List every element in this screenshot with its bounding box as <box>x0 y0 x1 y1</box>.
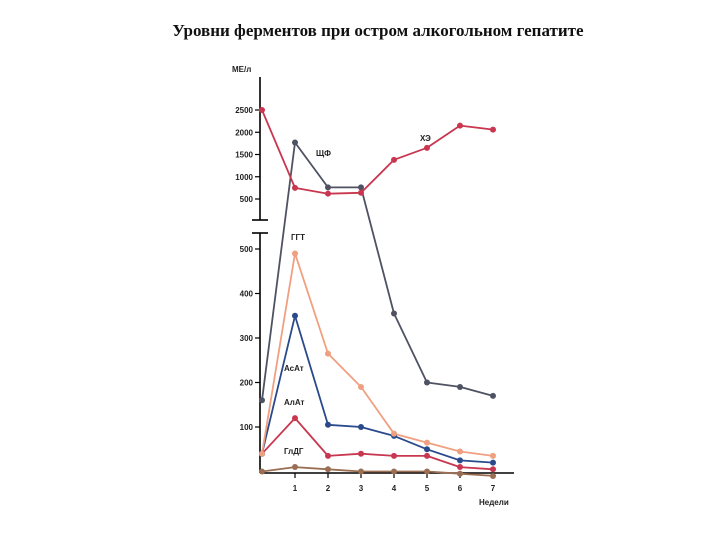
data-point-ГГТ <box>424 439 430 446</box>
x-tick-label: 1 <box>293 484 298 493</box>
data-point-ГГТ <box>457 448 463 455</box>
data-point-АлАт <box>457 464 463 471</box>
data-point-ГГТ <box>490 452 496 459</box>
data-point-ЩФ <box>358 184 364 191</box>
data-point-АлАт <box>424 452 430 459</box>
tick-labels: 500 1000 1500 2000 2500 100 200 300 400 500 1 2 3 4 5 6… <box>235 106 496 493</box>
data-point-ХЭ <box>358 189 364 196</box>
x-tick-label: 5 <box>425 484 430 493</box>
y-tick-label-lower: 400 <box>240 290 254 299</box>
data-point-АлАт <box>325 452 331 459</box>
data-point-АсАт <box>325 421 331 428</box>
y-tick-label-lower: 200 <box>240 379 254 388</box>
y-tick-label-upper: 2500 <box>235 106 253 115</box>
series-line-АсАт <box>261 314 494 464</box>
x-tick-label: 3 <box>359 484 364 493</box>
x-axis-label: Недели <box>479 498 509 507</box>
data-points <box>259 107 496 479</box>
data-point-ГГТ <box>391 430 397 437</box>
data-point-АлАт <box>292 415 298 422</box>
x-tick-label: 2 <box>326 484 331 493</box>
data-point-АлАт <box>358 450 364 457</box>
series-label-ЩФ: ЩФ <box>316 149 331 158</box>
data-point-АсАт <box>457 457 463 464</box>
data-point-АсАт <box>424 446 430 453</box>
series-label-АсАт: АсАт <box>284 364 304 373</box>
series-line-ЩФ <box>261 141 494 401</box>
data-point-АсАт <box>490 459 496 466</box>
y-tick-label-upper: 1000 <box>235 173 253 182</box>
x-tick-label: 6 <box>458 484 463 493</box>
data-point-ГлДГ <box>391 468 397 475</box>
data-point-АсАт <box>358 424 364 430</box>
y-tick-label-upper: 1500 <box>235 151 253 160</box>
data-point-ХЭ <box>391 156 397 163</box>
series-label-ГГТ: ГГТ <box>291 233 305 242</box>
data-point-ГлДГ <box>490 472 496 479</box>
data-point-ЩФ <box>292 139 298 146</box>
data-point-ЩФ <box>457 383 463 390</box>
data-point-ЩФ <box>490 392 496 399</box>
series-labels: ХЭ ЩФ ГГТ АсАт АлАт ГлДГ <box>284 134 431 456</box>
data-point-ГГТ <box>358 383 364 390</box>
y-axis-label: МЕ/л <box>232 65 251 74</box>
data-point-ГлДГ <box>259 468 265 475</box>
data-point-ГлДГ <box>358 468 364 475</box>
series-line-АлАт <box>261 417 494 471</box>
data-point-ГГТ <box>259 450 265 457</box>
data-point-ХЭ <box>424 144 430 151</box>
data-point-АлАт <box>490 466 496 473</box>
series-label-АлАт: АлАт <box>284 398 305 407</box>
data-point-ЩФ <box>325 184 331 191</box>
data-point-ХЭ <box>457 122 463 129</box>
axes <box>252 77 514 474</box>
series-label-ХЭ: ХЭ <box>420 134 431 143</box>
series-line-ГГТ <box>261 252 494 457</box>
data-point-ГлДГ <box>325 466 331 473</box>
data-point-ГлДГ <box>292 464 298 471</box>
chart-title: Уровни ферментов при остром алкогольном … <box>172 21 584 40</box>
series-label-ГлДГ: ГлДГ <box>284 447 304 456</box>
data-point-АлАт <box>391 452 397 459</box>
data-point-ЩФ <box>391 310 397 317</box>
series-lines <box>261 109 494 477</box>
data-point-ХЭ <box>259 107 265 113</box>
data-point-ЩФ <box>424 379 430 386</box>
data-point-АсАт <box>292 312 298 319</box>
data-point-ХЭ <box>325 190 331 197</box>
data-point-ГГТ <box>325 350 331 357</box>
data-point-ЩФ <box>259 397 265 404</box>
y-tick-label-lower: 100 <box>240 423 254 432</box>
data-point-ХЭ <box>292 184 298 191</box>
data-point-ХЭ <box>490 126 496 133</box>
data-point-ГГТ <box>292 250 298 257</box>
y-tick-label-upper: 2000 <box>235 128 253 137</box>
series-line-ГлДГ <box>261 466 494 477</box>
y-tick-label-lower: 300 <box>240 334 254 343</box>
y-tick-label-upper: 500 <box>240 195 254 204</box>
x-tick-label: 4 <box>392 484 397 493</box>
y-tick-label-lower: 500 <box>240 245 254 254</box>
data-point-ГлДГ <box>457 470 463 477</box>
series-line-ХЭ <box>261 109 494 195</box>
x-tick-label: 7 <box>491 484 496 493</box>
data-point-ГлДГ <box>424 468 430 475</box>
